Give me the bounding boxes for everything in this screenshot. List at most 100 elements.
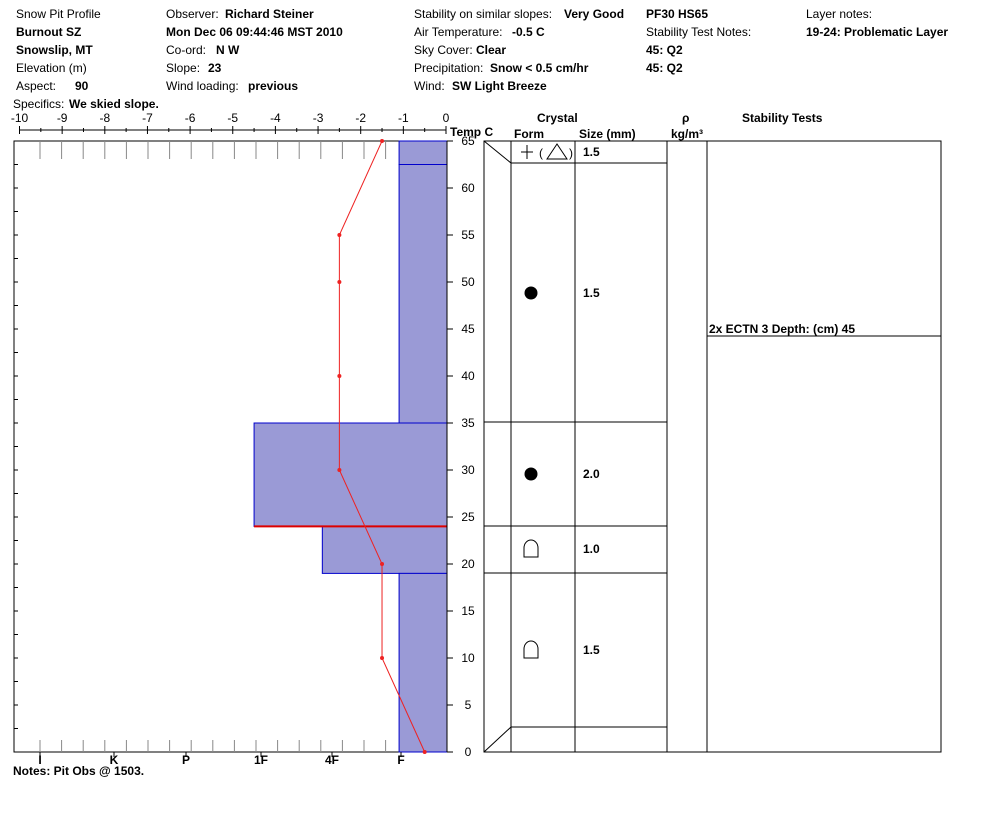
stability-value: Very Good <box>564 7 625 21</box>
depth-tick-label: 45 <box>461 322 475 336</box>
hardness-tick-label: I <box>38 753 41 767</box>
crystal-size-label: 1.0 <box>583 542 600 556</box>
depth-hoar-icon <box>523 539 539 558</box>
layer-connector <box>483 140 512 164</box>
observer-label: Observer: <box>166 7 219 21</box>
stability-note-2: 45: Q2 <box>646 61 683 75</box>
facet-icon <box>546 143 568 160</box>
pf-hs-value: PF30 HS65 <box>646 7 709 21</box>
hardness-tick-label: P <box>182 753 190 767</box>
temp-tick-label: -2 <box>355 111 366 125</box>
temp-tick-label: -6 <box>185 111 196 125</box>
temperature-point <box>380 562 385 566</box>
stability-notes-label: Stability Test Notes: <box>646 25 752 39</box>
depth-tick-label: 55 <box>461 228 475 242</box>
density-header: ρ <box>682 111 690 125</box>
temp-tick-label: -3 <box>313 111 324 125</box>
sky-cover-label: Sky Cover: <box>414 43 473 57</box>
crystal-header: Crystal <box>537 111 578 125</box>
temperature-point <box>337 374 342 378</box>
wind-loading-label: Wind loading: <box>166 79 239 93</box>
hardness-tick-label: 4F <box>325 753 339 767</box>
form-header: Form <box>514 127 544 141</box>
paren-icon: ( <box>539 146 543 160</box>
depth-tick-label: 30 <box>461 463 475 477</box>
crystal-table-frame <box>483 140 942 753</box>
hardness-tick-label: 1F <box>254 753 268 767</box>
slope-value: 23 <box>208 61 222 75</box>
depth-hoar-icon <box>523 640 539 659</box>
observer-value: Richard Steiner <box>225 7 314 21</box>
hardness-tick-label: K <box>110 753 119 767</box>
rounded-grain-icon <box>524 286 538 300</box>
temperature-point <box>337 233 342 237</box>
depth-tick-label: 50 <box>461 275 475 289</box>
region-name: Snowslip, MT <box>16 43 93 57</box>
wind-label: Wind: <box>414 79 445 93</box>
observation-datetime: Mon Dec 06 09:44:46 MST 2010 <box>166 25 343 39</box>
depth-tick-label: 25 <box>461 510 475 524</box>
paren-icon: ) <box>569 146 573 160</box>
sky-cover-value: Clear <box>476 43 507 57</box>
layer-note-1: 19-24: Problematic Layer <box>806 25 949 39</box>
temp-tick-label: -8 <box>99 111 110 125</box>
rounded-grain-icon <box>524 467 538 481</box>
coord-value: N W <box>216 43 240 57</box>
air-temp-value: -0.5 C <box>512 25 545 39</box>
layer-connector <box>483 726 512 753</box>
aspect-value: 90 <box>75 79 89 93</box>
precipitation-value: Snow < 0.5 cm/hr <box>490 61 589 75</box>
stability-tests-header: Stability Tests <box>742 111 823 125</box>
temp-tick-label: -9 <box>57 111 68 125</box>
depth-tick-label: 65 <box>461 134 475 148</box>
specifics-label: Specifics: <box>13 97 65 111</box>
hardness-layer <box>321 525 448 574</box>
temperature-point <box>380 656 385 660</box>
stability-test-label: 2x ECTN 3 Depth: (cm) 45 <box>709 322 855 336</box>
profile-title: Snow Pit Profile <box>16 7 101 21</box>
hardness-layer <box>253 422 448 527</box>
stability-label: Stability on similar slopes: <box>414 7 553 21</box>
pit-notes: Notes: Pit Obs @ 1503. <box>13 764 145 778</box>
layer-notes-label: Layer notes: <box>806 7 873 21</box>
coord-label: Co-ord: <box>166 43 207 57</box>
specifics-value: We skied slope. <box>69 97 159 111</box>
temp-axis-label: Temp C <box>450 125 494 139</box>
wind-loading-value: previous <box>248 79 299 93</box>
temp-tick-label: -5 <box>227 111 238 125</box>
size-header: Size (mm) <box>579 127 636 141</box>
location-name: Burnout SZ <box>16 25 82 39</box>
depth-tick-label: 5 <box>465 698 472 712</box>
temperature-point <box>337 468 342 472</box>
temp-tick-label: -7 <box>142 111 153 125</box>
stability-note-1: 45: Q2 <box>646 43 683 57</box>
hardness-layer <box>398 140 448 165</box>
precipitation-label: Precipitation: <box>414 61 484 75</box>
depth-tick-label: 35 <box>461 416 475 430</box>
wind-value: SW Light Breeze <box>452 79 547 93</box>
crystal-size-label: 1.5 <box>583 643 600 657</box>
temperature-profile-line <box>338 140 426 753</box>
depth-tick-label: 10 <box>461 651 475 665</box>
temp-tick-label: 0 <box>443 111 450 125</box>
depth-tick-label: 15 <box>461 604 475 618</box>
depth-tick-label: 20 <box>461 557 475 571</box>
hardness-layer <box>398 164 448 424</box>
depth-tick-label: 60 <box>461 181 475 195</box>
temp-tick-label: -4 <box>270 111 281 125</box>
depth-tick-label: 0 <box>465 745 472 759</box>
crystal-size-label: 1.5 <box>583 286 600 300</box>
temp-tick-label: -1 <box>398 111 409 125</box>
temperature-point <box>380 139 385 143</box>
depth-tick-label: 40 <box>461 369 475 383</box>
hardness-layer <box>398 572 448 753</box>
aspect-label: Aspect: <box>16 79 57 93</box>
slope-label: Slope: <box>166 61 201 75</box>
density-unit: kg/m³ <box>671 127 704 141</box>
temperature-point <box>422 750 427 754</box>
elevation-label: Elevation (m) <box>16 61 87 75</box>
air-temp-label: Air Temperature: <box>414 25 503 39</box>
hardness-tick-label: F <box>397 753 404 767</box>
temp-tick-label: -10 <box>11 111 29 125</box>
